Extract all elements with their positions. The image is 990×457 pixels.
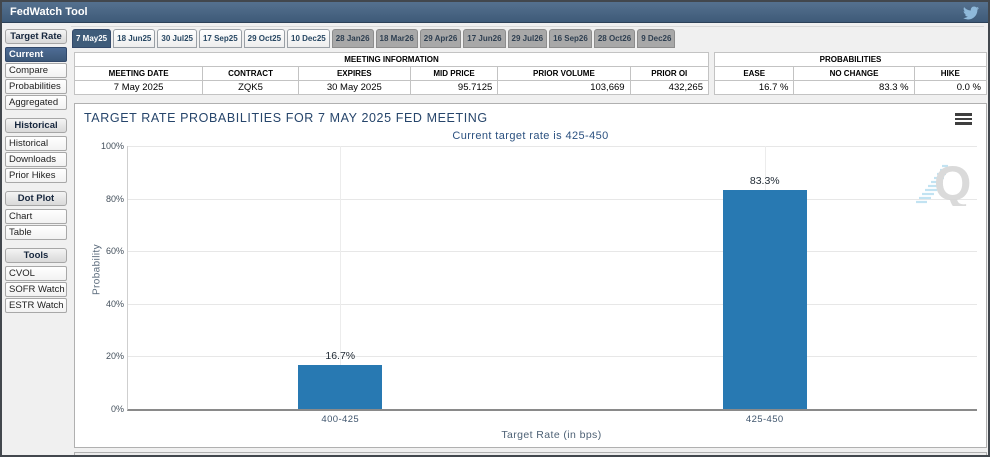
value-prior-oi: 432,265 [629,80,710,95]
column-header-ease: EASE [713,66,795,81]
meeting-information-table: MEETING INFORMATION MEETING DATE CONTRACT E… [73,52,710,95]
y-tick-0: 0% [110,404,124,414]
sidebar: Target Rate Current Compare Probabilities Ag… [5,29,67,314]
sidebar-item-probabilities[interactable]: Probabilities [5,79,67,94]
chart-title: TARGET RATE PROBABILITIES FOR 7 MAY 2025… [84,111,488,125]
y-tick-20: 20% [105,351,124,362]
sidebar-section-historical: Historical [5,118,67,133]
probabilities-grid: PROBABILITIES EASE NO CHANGE HIKE 16.7 % 83.3… [713,52,988,95]
bar-425-450[interactable] [722,189,807,409]
tab-row-divider [71,26,984,27]
sidebar-item-prior-hikes[interactable]: Prior Hikes [5,168,67,183]
tab-16-sep26[interactable]: 16 Sep26 [549,29,592,48]
tab-18-mar26[interactable]: 18 Mar26 [375,29,418,48]
tab-29-oct25[interactable]: 29 Oct25 [243,29,286,48]
y-tick-40: 40% [105,298,124,309]
sidebar-section-tools: Tools [5,248,67,263]
y-tick-100: 100% [100,141,124,151]
y-gridline-100 [128,146,977,147]
x-tick-400-425: 400-425 [321,414,360,425]
column-header-mid-price: MID PRICE [409,66,499,81]
y-gridline-80 [128,198,977,200]
value-no-change: 83.3 % [793,80,915,95]
tab-17-sep25[interactable]: 17 Sep25 [198,29,242,48]
meeting-date-tabs: 7 May25 18 Jun25 30 Jul25 17 Sep25 29 Oct25 1… [72,27,677,48]
meeting-information-title: MEETING INFORMATION [74,52,709,67]
sidebar-item-chart[interactable]: Chart [5,209,67,224]
chart-subtitle: Current target rate is 425-450 [452,130,609,142]
x-gridline-400-425 [340,146,342,409]
value-meeting-date: 7 May 2025 [73,80,204,95]
sidebar-item-estr-watch[interactable]: ESTR Watch [5,298,67,313]
sidebar-item-table[interactable]: Table [5,225,67,240]
column-header-meeting-date: MEETING DATE [73,66,204,81]
tab-29-jul26[interactable]: 29 Jul26 [507,29,548,48]
twitter-icon[interactable] [963,5,979,21]
y-gridline-40 [128,303,977,305]
bar-400-425[interactable] [298,365,383,409]
y-tick-60: 60% [105,246,124,257]
probabilities-title: PROBABILITIES [714,52,987,67]
value-mid-price: 95.7125 [409,80,499,95]
sidebar-item-historical[interactable]: Historical [5,136,67,151]
y-gridline-20 [128,356,977,358]
tab-30-jul25[interactable]: 30 Jul25 [157,29,197,48]
meeting-information-grid: MEETING INFORMATION MEETING DATE CONTRACT E… [73,52,710,95]
sidebar-section-dot-plot: Dot Plot [5,191,67,206]
column-header-prior-volume: PRIOR VOLUME [497,66,631,81]
column-header-no-change: NO CHANGE [793,66,915,81]
value-contract: ZQK5 [202,80,299,95]
quikstrike-q-watermark-icon: Q [916,158,971,206]
value-prior-volume: 103,669 [497,80,631,95]
sidebar-section-target-rate: Target Rate [5,29,67,44]
y-tick-80: 80% [105,193,124,204]
probability-chart-panel: TARGET RATE PROBABILITIES FOR 7 MAY 2025… [74,103,987,448]
tab-18-jun25[interactable]: 18 Jun25 [113,29,156,48]
app-title: FedWatch Tool [10,6,88,18]
column-header-expires: EXPIRES [297,66,411,81]
value-ease: 16.7 % [713,80,795,95]
bar-value-425-450: 83.3% [749,174,780,187]
chart-menu-icon[interactable] [955,113,972,127]
column-header-contract: CONTRACT [202,66,299,81]
probabilities-table: PROBABILITIES EASE NO CHANGE HIKE 16.7 % 83.3… [713,52,988,95]
value-expires: 30 May 2025 [297,80,411,95]
sidebar-item-sofr-watch[interactable]: SOFR Watch [5,282,67,297]
sidebar-item-downloads[interactable]: Downloads [5,152,67,167]
tab-28-jan26[interactable]: 28 Jan26 [331,29,374,48]
tab-29-apr26[interactable]: 29 Apr26 [419,29,462,48]
tab-7-may25[interactable]: 7 May25 [72,29,112,48]
tab-9-dec26[interactable]: 9 Dec26 [637,29,676,48]
x-axis-label: Target Rate (in bps) [501,429,602,441]
bar-value-400-425: 16.7% [325,350,356,363]
sidebar-item-aggregated[interactable]: Aggregated [5,95,67,110]
sidebar-item-current[interactable]: Current [5,47,67,62]
y-gridline-60 [128,251,977,253]
tab-28-oct26[interactable]: 28 Oct26 [593,29,636,48]
x-tick-425-450: 425-450 [745,414,784,425]
column-header-prior-oi: PRIOR OI [629,66,710,81]
svg-text:Q: Q [934,158,971,206]
value-hike: 0.0 % [913,80,988,95]
plot-area: 0% 20% 40% 60% 80% 100% 16.7% 400-425 83.3% 425-4… [101,141,977,425]
app-titlebar: FedWatch Tool [2,2,988,23]
column-header-hike: HIKE [913,66,988,81]
next-section-edge [74,452,987,455]
sidebar-item-cvol[interactable]: CVOL [5,266,67,281]
tab-10-dec25[interactable]: 10 Dec25 [287,29,330,48]
tab-17-jun26[interactable]: 17 Jun26 [463,29,506,48]
sidebar-item-compare[interactable]: Compare [5,63,67,78]
